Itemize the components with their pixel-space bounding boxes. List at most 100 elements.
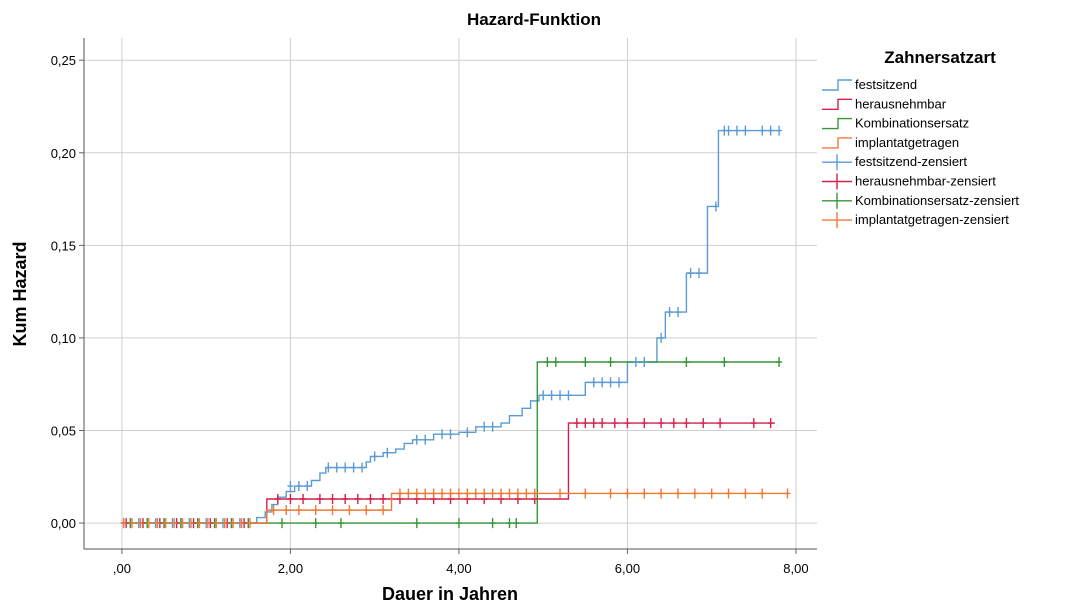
censor-mark: [540, 390, 547, 401]
censor-mark: [666, 307, 673, 318]
censor-mark: [721, 357, 728, 368]
x-tick-label: 2,00: [278, 561, 303, 576]
censor-mark: [304, 481, 311, 492]
legend-title: Zahnersatzart: [884, 48, 996, 67]
legend: Zahnersatzart festsitzend herausnehmbar Ko…: [822, 48, 1019, 229]
censor-mark: [367, 494, 374, 505]
censor-mark: [337, 518, 344, 529]
censor-mark: [413, 434, 420, 445]
censor-mark: [312, 518, 319, 529]
censor-mark: [455, 518, 462, 529]
censor-mark: [489, 488, 496, 499]
legend-swatch: [822, 79, 852, 91]
censor-mark: [171, 518, 178, 529]
legend-label: implantatgetragen-zensiert: [855, 212, 1009, 227]
y-tick-label: 0,10: [51, 331, 76, 346]
censor-mark: [742, 488, 749, 499]
censor-mark: [523, 488, 530, 499]
censor-marks: [120, 125, 791, 529]
censor-mark: [246, 518, 253, 529]
censor-mark: [447, 488, 454, 499]
plot-area: [84, 38, 817, 549]
censor-mark: [691, 488, 698, 499]
censor-mark: [498, 488, 505, 499]
censor-mark: [346, 505, 353, 516]
censor-mark: [371, 451, 378, 462]
censor-mark: [590, 418, 597, 429]
censor-mark: [607, 357, 614, 368]
censor-mark: [350, 462, 357, 473]
censor-mark: [674, 307, 681, 318]
legend-label: Kombinationsersatz: [855, 116, 969, 131]
censor-mark: [616, 377, 623, 388]
censor-mark: [582, 357, 589, 368]
censor-mark: [283, 505, 290, 516]
censor-mark: [624, 488, 631, 499]
legend-swatch: [822, 173, 852, 190]
censor-mark: [196, 518, 203, 529]
y-tick-label: 0,25: [51, 53, 76, 68]
censor-mark: [430, 488, 437, 499]
censor-mark: [270, 505, 277, 516]
censor-mark: [514, 488, 521, 499]
censor-mark: [481, 421, 488, 432]
censor-mark: [413, 488, 420, 499]
censor-mark: [489, 518, 496, 529]
censor-mark: [658, 488, 665, 499]
censor-mark: [230, 518, 237, 529]
censor-mark: [759, 488, 766, 499]
censor-mark: [632, 357, 639, 368]
censor-mark: [325, 462, 332, 473]
legend-label: festsitzend-zensiert: [855, 154, 967, 169]
censor-mark: [221, 518, 228, 529]
censor-mark: [557, 390, 564, 401]
legend-label: herausnehmbar-zensiert: [855, 174, 996, 189]
legend-label: implantatgetragen: [855, 135, 959, 150]
censor-mark: [776, 125, 783, 136]
censor-mark: [129, 518, 136, 529]
censor-mark: [552, 357, 559, 368]
legend-swatch: [822, 154, 852, 171]
censor-mark: [464, 488, 471, 499]
y-tick-label: 0,20: [51, 146, 76, 161]
censor-mark: [573, 418, 580, 429]
censor-mark: [582, 488, 589, 499]
censor-mark: [544, 357, 551, 368]
censor-mark: [557, 488, 564, 499]
censor-mark: [300, 494, 307, 505]
censor-mark: [725, 125, 732, 136]
censor-mark: [278, 518, 285, 529]
censor-mark: [422, 434, 429, 445]
censor-mark: [531, 488, 538, 499]
censor-mark: [380, 494, 387, 505]
censor-mark: [312, 505, 319, 516]
censor-mark: [204, 518, 211, 529]
legend-swatch: [822, 98, 852, 110]
censor-mark: [489, 421, 496, 432]
censor-mark: [359, 462, 366, 473]
censor-mark: [712, 201, 719, 212]
censor-mark: [154, 518, 161, 529]
x-tick-label: 4,00: [446, 561, 471, 576]
censor-mark: [120, 518, 127, 529]
censor-mark: [295, 505, 302, 516]
censor-mark: [658, 332, 665, 343]
censor-mark: [329, 505, 336, 516]
censor-mark: [405, 488, 412, 499]
censor-mark: [481, 488, 488, 499]
censor-mark: [380, 505, 387, 516]
censor-mark: [506, 518, 513, 529]
censor-mark: [145, 518, 152, 529]
censor-mark: [447, 429, 454, 440]
censor-mark: [607, 377, 614, 388]
censor-mark: [472, 488, 479, 499]
x-tick-label: 6,00: [615, 561, 640, 576]
censor-mark: [384, 447, 391, 458]
censor-mark: [733, 125, 740, 136]
censor-mark: [759, 125, 766, 136]
censor-mark: [506, 488, 513, 499]
censor-mark: [607, 488, 614, 499]
censor-mark: [329, 494, 336, 505]
censor-mark: [464, 427, 471, 438]
